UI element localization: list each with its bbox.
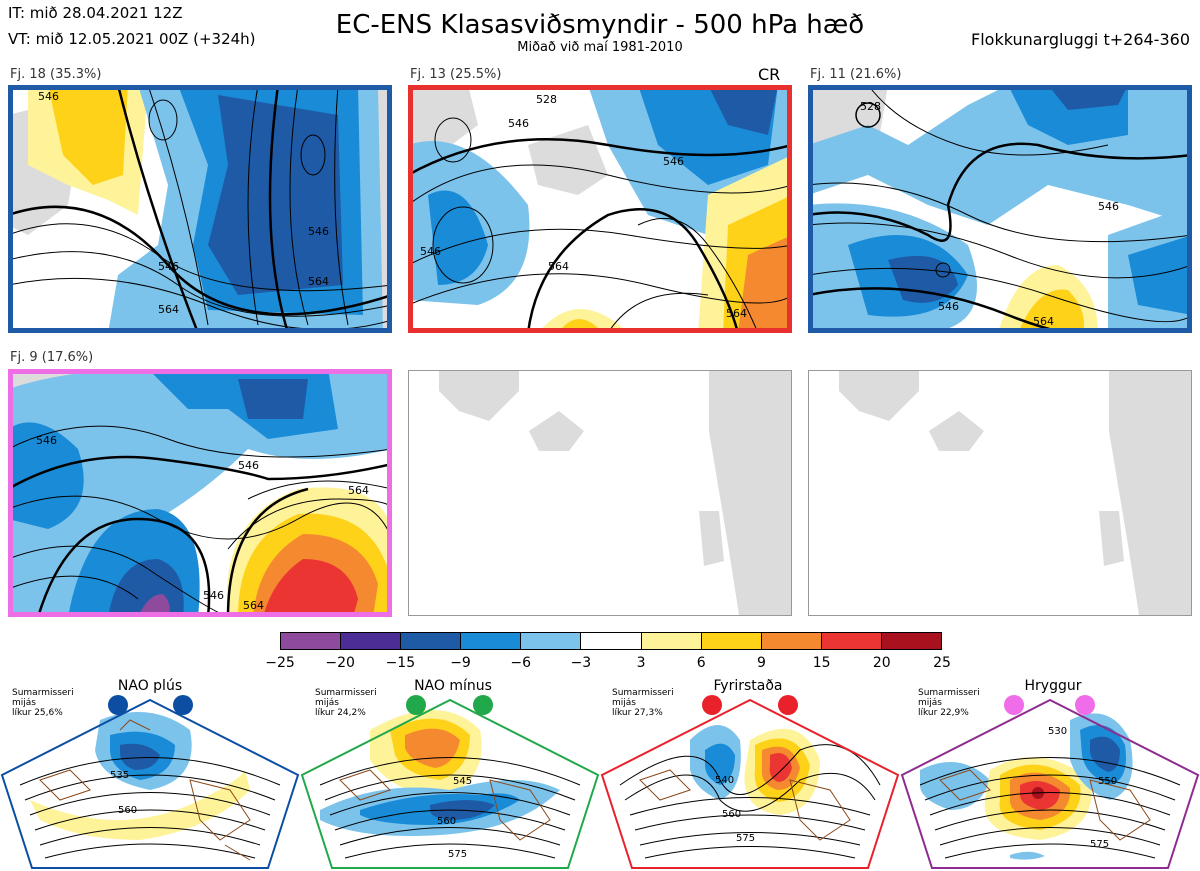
legend-swatch [581, 633, 642, 649]
regime3-contour-label: 540 [715, 775, 734, 786]
regime-map-nao-minus [300, 695, 600, 869]
cluster-map-4: 546 546 564 546 564 [8, 369, 392, 617]
regime1-contour-label: 535 [110, 770, 129, 781]
panel2-contour-label: 564 [548, 260, 569, 273]
classification-window: Flokkunargluggi t+264-360 [971, 30, 1190, 49]
legend-tick-label: 15 [812, 655, 831, 671]
panel4-contour-label: 564 [243, 599, 264, 612]
panel2-contour-label: 546 [508, 117, 529, 130]
panel2-contour-label: 528 [536, 93, 557, 106]
legend-tick-label: 3 [636, 655, 646, 671]
panel-label-1: Fj. 18 (35.3%) [10, 67, 102, 82]
regime-info-2: Sumarmisseri mijás líkur 24,2% [315, 688, 377, 718]
panel1-contour-label: 546 [38, 90, 59, 103]
panel3-contour-label: 564 [1033, 315, 1054, 328]
legend-swatch [461, 633, 522, 649]
panel1-contour-label: 564 [158, 303, 179, 316]
legend-swatch [521, 633, 582, 649]
panel4-contour-label: 546 [238, 459, 259, 472]
regime2-contour-label: 575 [448, 849, 467, 860]
legend-tick-label: −15 [385, 655, 416, 671]
empty-map-5 [408, 370, 792, 616]
regime3-contour-label: 575 [736, 833, 755, 844]
regime4-contour-label: 530 [1048, 726, 1067, 737]
regime4-contour-label: 550 [1098, 776, 1117, 787]
regime-title-blocking: Fyrirstaða [713, 678, 783, 694]
legend-swatch [761, 633, 822, 649]
legend-swatch [641, 633, 702, 649]
panel4-contour-label: 564 [348, 484, 369, 497]
regime-info-1: Sumarmisseri mijás líkur 25,6% [12, 688, 74, 718]
regime-title-ridge: Hryggur [1024, 678, 1082, 694]
panel3-contour-label: 528 [860, 100, 881, 113]
panel-badge-cr: CR [758, 65, 781, 84]
legend-tick-label: 9 [756, 655, 766, 671]
legend-swatch [821, 633, 882, 649]
panel-label-4: Fj. 9 (17.6%) [10, 350, 94, 365]
regime-title-nao-plus: NAO plús [117, 678, 183, 694]
panel3-contour-label: 546 [1098, 200, 1119, 213]
panel1-contour-label: 564 [308, 275, 329, 288]
legend-tick-label: −3 [570, 655, 592, 671]
cluster-map-1: 546 564 546 564 546 [8, 85, 392, 333]
legend-swatch [701, 633, 762, 649]
legend-tick-label: −20 [325, 655, 355, 671]
color-legend [280, 632, 942, 650]
legend-tick-label: 25 [933, 655, 951, 671]
legend-swatch [341, 633, 402, 649]
regime-map-nao-plus [0, 695, 300, 869]
regime-info-4: Sumarmisseri mijás líkur 22,9% [918, 688, 980, 718]
panel2-contour-label: 546 [420, 245, 441, 258]
panel-label-2: Fj. 13 (25.5%) [410, 67, 502, 82]
regime-map-ridge [900, 695, 1200, 869]
panel1-contour-label: 546 [308, 225, 329, 238]
valid-time: VT: mið 12.05.2021 00Z (+324h) [8, 30, 256, 48]
regime2-contour-label: 545 [453, 776, 472, 787]
regime-info-3: Sumarmisseri mijás líkur 27,3% [612, 688, 674, 718]
panel2-contour-label: 546 [663, 155, 684, 168]
legend-tick-label: 20 [872, 655, 891, 671]
legend-tick-label: −6 [510, 655, 532, 671]
page-subtitle: Miðað við maí 1981-2010 [517, 40, 683, 55]
panel-label-3: Fj. 11 (21.6%) [810, 67, 902, 82]
legend-swatch [401, 633, 462, 649]
panel4-contour-label: 546 [203, 589, 224, 602]
legend-tick-label: 6 [696, 655, 706, 671]
regime1-contour-label: 560 [118, 805, 137, 816]
panel3-contour-label: 546 [938, 300, 959, 313]
empty-map-6 [808, 370, 1192, 616]
regime3-contour-label: 560 [722, 809, 741, 820]
panel4-contour-label: 546 [36, 434, 57, 447]
init-time: IT: mið 28.04.2021 12Z [8, 4, 183, 22]
regime-maps: 535 560 545 560 575 540 560 575 530 550 … [0, 695, 1200, 869]
page-title: EC-ENS Klasasviðsmyndir - 500 hPa hæð [335, 10, 865, 40]
panel2-contour-label: 564 [726, 307, 747, 320]
cluster-map-2: 528 546 546 564 564 546 [408, 85, 792, 333]
legend-swatch [281, 633, 342, 649]
legend-tick-label: −25 [265, 655, 295, 671]
legend-tick-label: −9 [450, 655, 471, 671]
cluster-map-3: 528 546 546 564 [808, 85, 1192, 333]
regime-map-blocking [600, 695, 900, 869]
regime2-contour-label: 560 [437, 816, 456, 827]
regime4-contour-label: 575 [1090, 839, 1109, 850]
regime-title-nao-minus: NAO mínus [414, 678, 492, 694]
legend-swatch [881, 633, 942, 649]
panel1-contour-label: 546 [158, 260, 179, 273]
